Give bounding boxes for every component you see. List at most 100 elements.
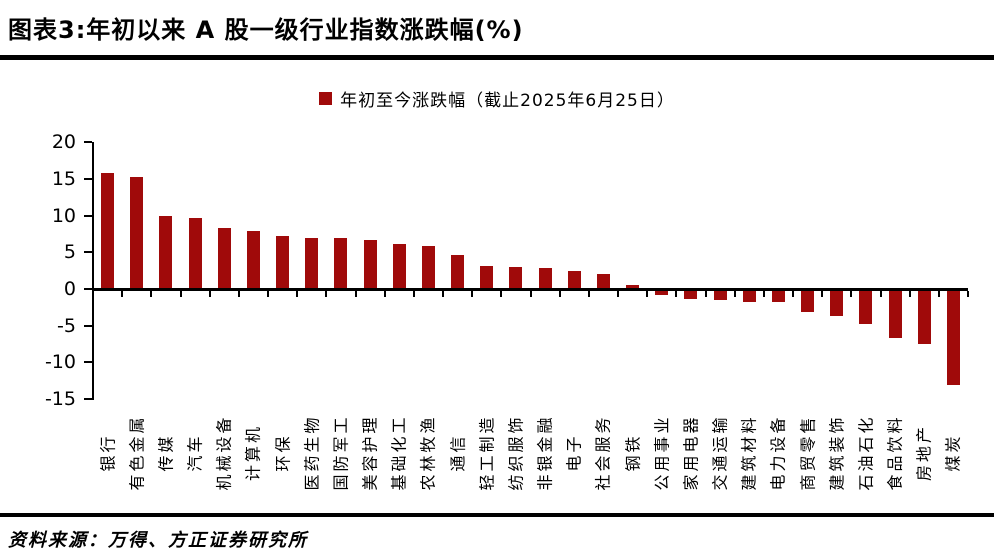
title-divider — [0, 55, 994, 60]
x-axis-tick — [967, 291, 969, 297]
category-label: 煤炭 — [943, 433, 963, 472]
bar — [684, 290, 698, 299]
category-label: 纺织服饰 — [506, 414, 526, 491]
bar — [888, 290, 902, 339]
figure-title: 图表3:年初以来 A 股一级行业指数涨跌幅(%) — [8, 16, 524, 44]
bar — [421, 245, 435, 289]
x-axis-tick — [646, 291, 649, 297]
y-axis-tick — [84, 398, 92, 401]
y-axis-line — [92, 142, 94, 400]
bar — [626, 284, 640, 289]
category-label: 房地产 — [914, 423, 934, 481]
x-axis-tick — [354, 291, 357, 297]
bar — [334, 238, 348, 289]
category-label: 电力设备 — [768, 414, 788, 491]
category-label: 商贸零售 — [798, 414, 818, 491]
x-axis-tick — [121, 291, 124, 297]
x-axis-tick — [442, 291, 444, 297]
category-label: 传媒 — [156, 433, 176, 472]
bar — [480, 266, 494, 289]
bar — [305, 237, 319, 289]
bar — [451, 255, 465, 289]
category-label: 建筑材料 — [739, 414, 759, 491]
bar — [917, 290, 931, 344]
y-axis-tick — [84, 214, 92, 217]
category-label: 社会服务 — [593, 414, 613, 491]
bar — [363, 239, 377, 289]
category-label: 有色金属 — [127, 414, 147, 491]
category-label: 汽车 — [185, 433, 205, 472]
bar — [276, 236, 290, 289]
x-axis-tick — [937, 291, 940, 297]
x-axis-tick — [150, 291, 153, 297]
category-label: 家用电器 — [681, 414, 701, 491]
bar — [509, 266, 523, 289]
bar — [655, 290, 669, 296]
footer-divider — [0, 513, 994, 517]
bar — [801, 290, 815, 313]
y-axis-tick-label: 10 — [51, 204, 76, 227]
bar — [567, 271, 581, 289]
category-label: 食品饮料 — [885, 414, 905, 491]
bar — [246, 231, 260, 289]
bar — [217, 228, 231, 289]
x-axis-tick — [179, 291, 182, 297]
x-axis-tick — [267, 291, 269, 297]
bar — [188, 217, 202, 289]
x-axis-tick — [617, 291, 619, 297]
category-label: 机械设备 — [214, 414, 234, 491]
chart-legend: 年初至今涨跌幅（截止2025年6月25日） — [0, 86, 994, 111]
y-axis-tick-label: -15 — [44, 388, 76, 411]
category-label: 石油石化 — [856, 414, 876, 491]
x-axis-tick — [471, 291, 474, 297]
y-axis-tick — [84, 251, 92, 254]
category-label: 基础化工 — [389, 414, 409, 491]
x-axis-tick — [296, 291, 299, 297]
bar — [713, 290, 727, 301]
bar — [771, 290, 785, 302]
y-axis-tick-label: 0 — [63, 278, 76, 300]
x-axis-tick — [704, 291, 707, 297]
x-axis-tick — [850, 291, 853, 297]
legend-square-marker — [319, 92, 333, 105]
y-axis-tick — [84, 361, 92, 364]
category-label: 公用事业 — [652, 414, 672, 491]
bar — [946, 290, 960, 385]
x-axis-tick — [383, 291, 386, 297]
bar — [392, 244, 406, 289]
x-axis-tick — [237, 291, 240, 297]
y-axis-tick-label: 15 — [51, 167, 76, 190]
y-axis-tick-label: 5 — [63, 241, 76, 264]
category-label: 银行 — [98, 433, 118, 472]
bar — [859, 290, 873, 325]
x-axis-tick — [879, 291, 882, 297]
x-axis-tick — [208, 291, 211, 297]
y-axis-tick — [84, 141, 92, 144]
x-axis-tick — [500, 291, 503, 297]
y-axis-tick-label: 20 — [51, 131, 76, 154]
category-label: 建筑装饰 — [827, 414, 847, 491]
legend-label: 年初至今涨跌幅（截止2025年6月25日） — [340, 91, 675, 111]
y-axis-tick-label: -5 — [57, 314, 76, 337]
x-axis-tick — [675, 291, 678, 297]
category-label: 国防军工 — [331, 414, 351, 491]
y-axis-tick-label: -10 — [44, 351, 76, 374]
bar — [596, 274, 610, 289]
x-axis-tick — [821, 291, 824, 297]
x-axis-tick — [529, 291, 532, 297]
bar — [130, 176, 144, 289]
category-label: 通信 — [448, 433, 468, 472]
category-label: 医药生物 — [302, 414, 322, 491]
bar — [538, 268, 552, 289]
bar — [101, 173, 115, 289]
category-label: 美容护理 — [360, 414, 380, 491]
category-label: 电子 — [564, 433, 584, 472]
bar — [742, 290, 756, 302]
x-axis-tick — [792, 291, 794, 297]
category-label: 计算机 — [243, 423, 263, 481]
x-axis-tick — [762, 291, 765, 297]
x-axis-tick — [412, 291, 415, 297]
category-label: 环保 — [273, 433, 293, 472]
category-label: 农林牧渔 — [418, 414, 438, 491]
